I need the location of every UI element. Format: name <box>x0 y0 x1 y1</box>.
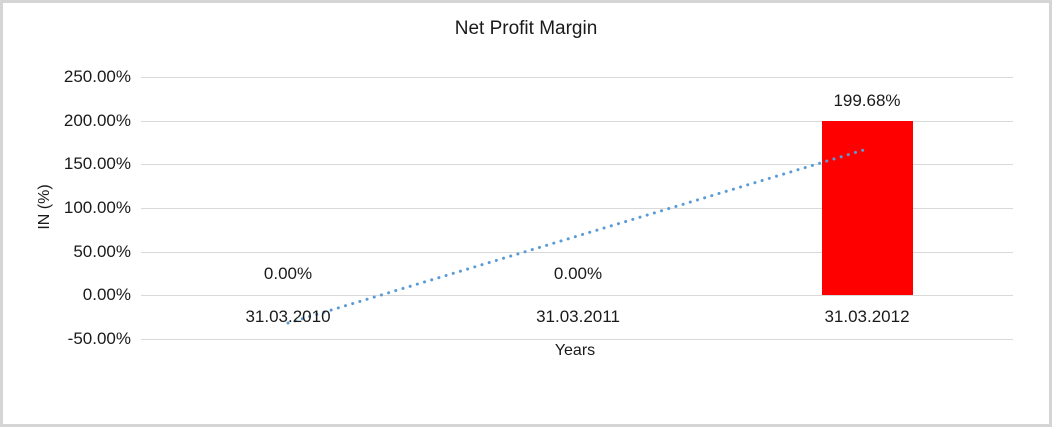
chart-title: Net Profit Margin <box>454 18 598 39</box>
y-axis-tick-label: 150.00% <box>63 154 131 173</box>
data-label-2012: 199.68% <box>833 91 901 110</box>
gridline-neg50 <box>141 339 1013 340</box>
data-label-2011: 0.00% <box>553 264 603 283</box>
y-axis-tick-label: 250.00% <box>63 67 131 86</box>
x-axis-title: Years <box>554 342 596 359</box>
gridline-250 <box>141 77 1013 78</box>
x-axis-label-2011: 31.03.2011 <box>536 307 620 326</box>
y-axis-tick-label: 50.00% <box>73 242 131 261</box>
y-axis-title: IN (%) <box>36 184 53 230</box>
y-axis-tick-label: -50.00% <box>67 329 131 348</box>
y-axis-tick-label: 200.00% <box>63 111 131 130</box>
gridline-0 <box>141 295 1013 296</box>
x-axis-label-2010: 31.03.2010 <box>245 307 331 326</box>
y-axis-tick-label: 0.00% <box>82 285 131 304</box>
y-axis-tick-label: 100.00% <box>63 198 131 217</box>
x-axis-label-2012: 31.03.2012 <box>824 307 910 326</box>
bar-2012 <box>822 121 913 295</box>
gridline-200 <box>141 121 1013 122</box>
trendline-path <box>286 147 869 325</box>
data-label-2010: 0.00% <box>263 264 313 283</box>
